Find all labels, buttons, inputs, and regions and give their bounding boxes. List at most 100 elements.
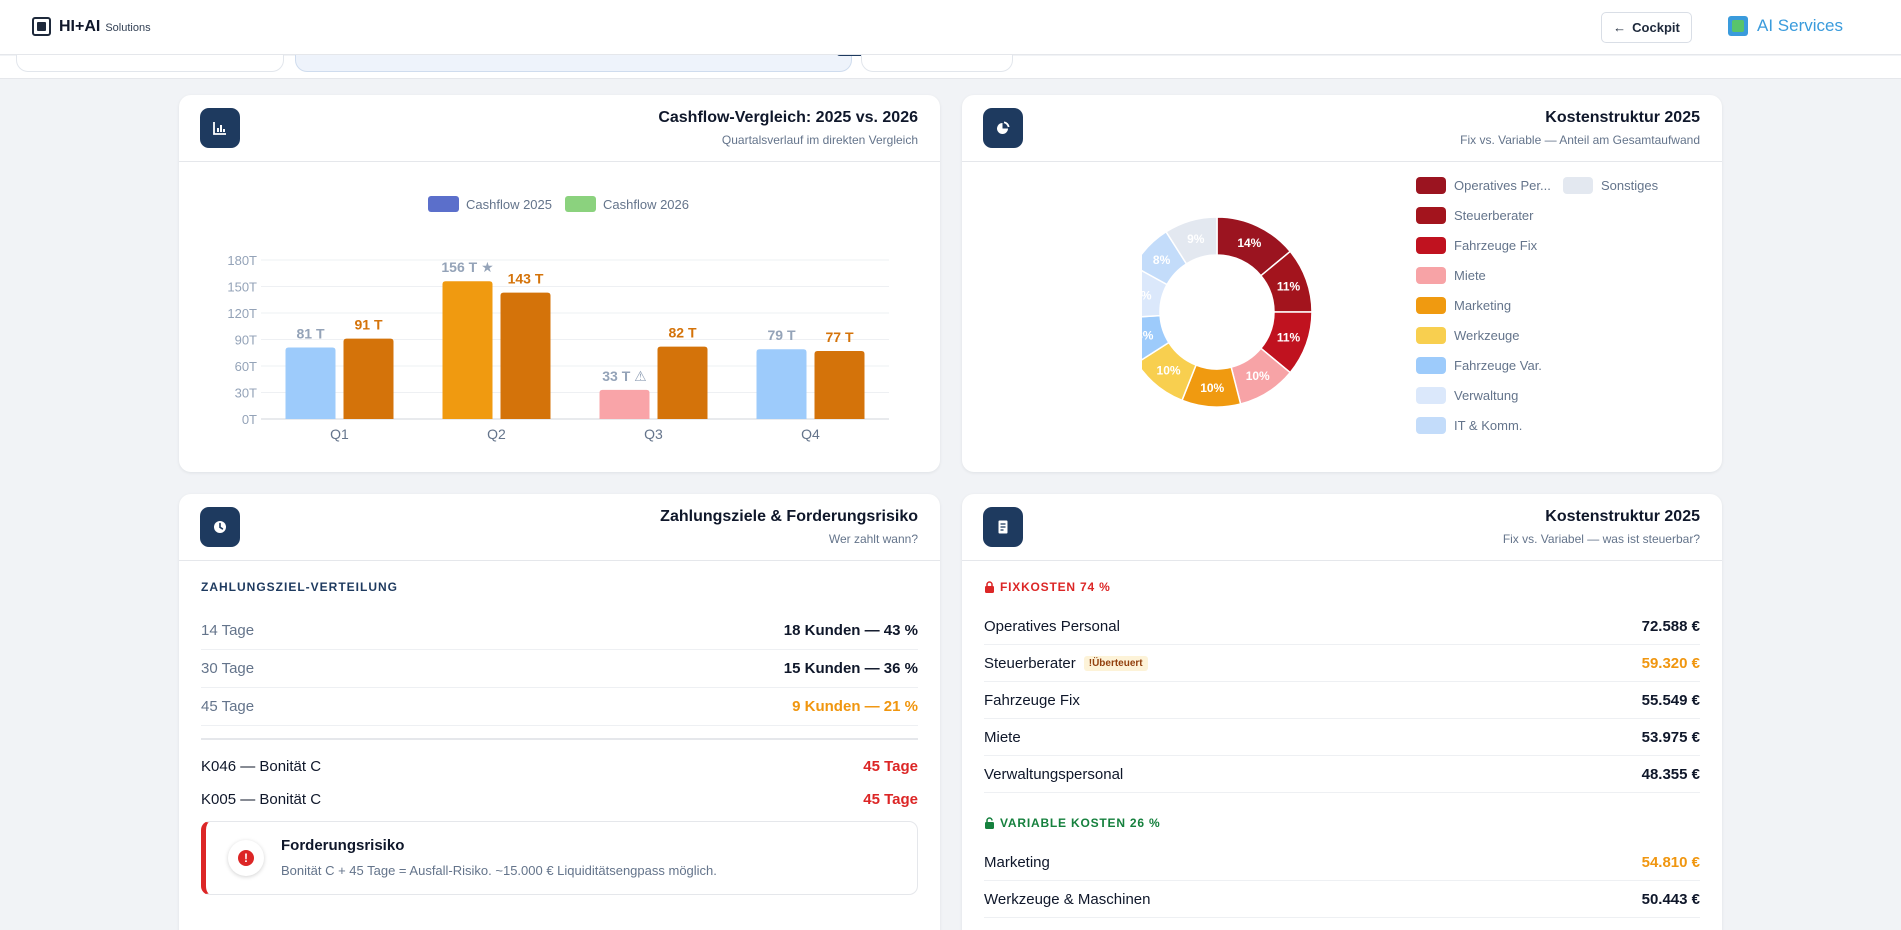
cashflow-bar-chart: Cashflow 2025 Cashflow 2026 0T 30T 60T 90T 120…: [227, 196, 889, 442]
bar-chart-icon: [200, 108, 240, 148]
donut-slice: [1142, 341, 1197, 402]
y-tick-label: 180T: [227, 253, 257, 268]
cost-label: Fahrzeuge Fix: [984, 692, 1080, 709]
cost-label-text: Marketing: [984, 853, 1050, 871]
slice-percent-label: 11%: [1277, 279, 1301, 293]
legend-item[interactable]: Werkzeuge: [1416, 327, 1520, 344]
term-value: 9 Kunden — 21 %: [792, 698, 918, 715]
legend-item[interactable]: Fahrzeuge Fix: [1416, 237, 1537, 254]
card-header: Kostenstruktur 2025 Fix vs. Variable — A…: [962, 95, 1722, 162]
cost-label: Miete: [984, 729, 1021, 746]
term-row: 45 Tage 9 Kunden — 21 %: [201, 688, 918, 726]
bar: [657, 346, 708, 419]
legend-item[interactable]: Marketing: [1416, 297, 1511, 314]
term-label: 45 Tage: [201, 698, 255, 715]
legend-swatch: [1416, 267, 1446, 284]
document-icon: [983, 507, 1023, 547]
term-row: 30 Tage 15 Kunden — 36 %: [201, 650, 918, 688]
arrow-left-icon: ←: [1613, 20, 1627, 35]
term-value: 15 Kunden — 36 %: [783, 660, 918, 677]
cockpit-back-button[interactable]: ← Cockpit: [1601, 12, 1692, 43]
brand-subtitle: Solutions: [105, 22, 151, 34]
cost-label-text: Fahrzeuge Fix: [984, 691, 1080, 709]
legend-item[interactable]: Fahrzeuge Var.: [1416, 357, 1542, 374]
legend-label: Verwaltung: [1454, 388, 1519, 403]
lock-icon: [985, 581, 994, 593]
slice-percent-label: 10%: [1157, 364, 1181, 378]
ai-services-link[interactable]: AI Services: [1728, 16, 1843, 36]
card-title: Zahlungsziele & Forderungsrisiko: [660, 508, 918, 525]
clock-icon: [200, 507, 240, 547]
legend-label: Fahrzeuge Var.: [1454, 358, 1542, 373]
brand-logo[interactable]: HI+AI Solutions: [32, 17, 151, 36]
legend-item[interactable]: Operatives Per...: [1416, 177, 1551, 194]
legend-label: Steuerberater: [1454, 208, 1534, 223]
legend-swatch: [565, 196, 596, 212]
cost-label: Steuerberater !Überteuert: [984, 655, 1148, 672]
card-title: Kostenstruktur 2025: [1545, 508, 1700, 525]
legend-swatch: [1416, 327, 1446, 344]
legend-swatch: [1416, 237, 1446, 254]
x-tick-label: Q4: [801, 426, 820, 442]
cashflow-comparison-card: Cashflow-Vergleich: 2025 vs. 2026 Quarta…: [179, 95, 940, 472]
fixed-costs-label: FIXKOSTEN 74 %: [984, 580, 1111, 594]
legend-item[interactable]: Steuerberater: [1416, 207, 1534, 224]
customer-label: K005 — Bonität C: [201, 791, 322, 808]
legend-swatch: [1416, 207, 1446, 224]
receivables-risk-alert: ! Forderungsrisiko Bonität C + 45 Tage =…: [201, 821, 918, 895]
legend-label: Miete: [1454, 268, 1486, 283]
legend-item[interactable]: Miete: [1416, 267, 1486, 284]
bar-data-label: 79 T: [767, 327, 795, 343]
slice-percent-label: 9%: [1187, 232, 1205, 246]
ai-services-icon: [1728, 16, 1748, 36]
alert-text: Bonität C + 45 Tage = Ausfall-Risiko. ~1…: [281, 863, 717, 878]
legend-label: Operatives Per...: [1454, 178, 1551, 193]
legend-label: Marketing: [1454, 298, 1512, 313]
bar-data-label: 143 T: [508, 271, 544, 287]
customer-label: K046 — Bonität C: [201, 758, 322, 775]
legend-item[interactable]: Sonstiges: [1563, 177, 1658, 194]
slice-percent-label: 8%: [1142, 328, 1154, 342]
y-tick-label: 30T: [235, 386, 257, 401]
bar-data-label: 91 T: [354, 317, 382, 333]
cost-row: Fahrzeuge Fix 55.549 €: [984, 682, 1700, 719]
y-tick-label: 90T: [235, 333, 257, 348]
risk-customer-row: K046 — Bonität C 45 Tage: [201, 750, 918, 783]
pie-chart-icon: [983, 108, 1023, 148]
card-header: Cashflow-Vergleich: 2025 vs. 2026 Quarta…: [179, 95, 940, 162]
alert-symbol: !: [238, 850, 254, 866]
cockpit-button-label: Cockpit: [1632, 20, 1680, 35]
bar-data-label: 156 T ★: [441, 259, 493, 275]
cost-row: Operatives Personal 72.588 €: [984, 608, 1700, 645]
legend-item[interactable]: IT & Komm.: [1416, 417, 1522, 434]
bar-data-label: 82 T: [668, 325, 696, 341]
legend-swatch: [1416, 417, 1446, 434]
legend-swatch: [1416, 297, 1446, 314]
cost-label: Werkzeuge & Maschinen: [984, 891, 1150, 908]
cost-value: 53.975 €: [1641, 728, 1700, 746]
x-tick-label: Q1: [330, 426, 349, 442]
unlock-icon: [985, 817, 994, 829]
legend-item[interactable]: Verwaltung: [1416, 387, 1518, 404]
top-navigation-bar: HI+AI Solutions ← Cockpit AI Services: [0, 0, 1901, 55]
cost-structure-donut-card: Kostenstruktur 2025 Fix vs. Variable — A…: [962, 95, 1722, 472]
donut-slice: [1142, 314, 1170, 361]
variable-costs-label: VARIABLE KOSTEN 26 %: [984, 816, 1160, 830]
card-subtitle: Fix vs. Variable — Anteil am Gesamtaufwa…: [1460, 133, 1700, 147]
legend-label: IT & Komm.: [1454, 418, 1523, 433]
y-tick-label: 60T: [235, 359, 257, 374]
tab-strip: [0, 44, 1901, 79]
bar: [599, 389, 650, 419]
card-subtitle: Quartalsverlauf im direkten Vergleich: [721, 133, 918, 147]
term-value: 18 Kunden — 43 %: [783, 622, 918, 639]
cost-label-text: Miete: [984, 728, 1021, 746]
brand-name: HI+AI: [59, 17, 101, 35]
cost-label: Verwaltungspersonal: [984, 766, 1123, 783]
legend-swatch: [1416, 177, 1446, 194]
cost-donut-chart: 14% 11% 11% 10% 10% 10% 8% 9% 8% 9%: [1142, 216, 1313, 408]
term-label: 30 Tage: [201, 660, 255, 677]
cost-row: Werkzeuge & Maschinen 50.443 €: [984, 881, 1700, 918]
legend-label: Sonstiges: [1601, 178, 1659, 193]
card-header: Kostenstruktur 2025 Fix vs. Variabel — w…: [962, 494, 1722, 561]
cost-label-text: Operatives Personal: [984, 617, 1120, 635]
